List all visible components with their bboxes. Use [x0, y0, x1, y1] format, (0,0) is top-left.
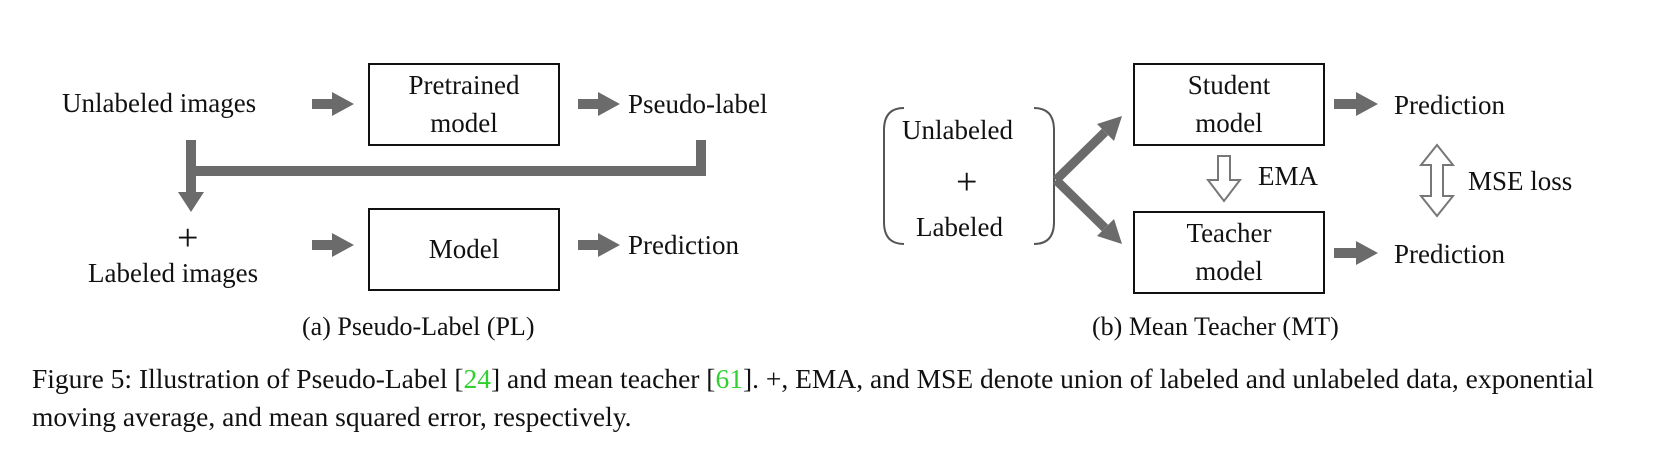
arrow-model-to-prediction [578, 233, 620, 257]
unlabeled-images-label: Unlabeled images [62, 88, 257, 118]
arrow-teacher-to-prediction [1334, 241, 1378, 265]
arrow-input-to-student [1052, 116, 1122, 184]
figure-caption: Figure 5: Illustration of Pseudo-Label [… [32, 360, 1642, 436]
mt-unlabeled-label: Unlabeled [902, 115, 1013, 145]
student-model-line2: model [1195, 107, 1263, 138]
arrow-unlabeled-to-pretrained [312, 92, 354, 116]
pretrained-model-box: Pretrained model [368, 63, 560, 146]
model-label: Model [428, 233, 500, 264]
pretrained-model-line1: Pretrained [408, 70, 520, 101]
arrow-input-to-teacher [1052, 176, 1122, 244]
union-plus-sign: + [177, 217, 199, 259]
mt-labeled-label: Labeled [916, 212, 1003, 242]
arrow-labeled-to-model [312, 233, 354, 257]
mse-double-arrow-icon [1418, 143, 1456, 218]
mean-teacher-subcaption: (b) Mean Teacher (MT) [1092, 312, 1339, 341]
citation-link-24[interactable]: 24 [463, 363, 492, 394]
teacher-model-box: Teacher model [1133, 211, 1325, 294]
teacher-model-line1: Teacher [1186, 218, 1272, 249]
input-bracket-right [1033, 107, 1055, 245]
student-model-line1: Student [1187, 70, 1271, 101]
caption-suffix: ]. +, EMA, and MSE denote union of label… [32, 363, 1594, 432]
arrow-student-to-prediction [1334, 92, 1378, 116]
student-prediction-label: Prediction [1394, 90, 1505, 120]
pseudo-label-subcaption: (a) Pseudo-Label (PL) [302, 312, 535, 341]
input-bracket-left [883, 107, 905, 245]
teacher-model-line2: model [1195, 255, 1263, 286]
teacher-prediction-label: Prediction [1394, 239, 1505, 269]
mse-loss-label: MSE loss [1468, 166, 1573, 196]
pl-prediction-label: Prediction [628, 230, 739, 260]
labeled-images-label: Labeled images [88, 258, 259, 288]
arrow-pretrained-to-pseudo [578, 92, 620, 116]
ema-label: EMA [1258, 161, 1318, 191]
pseudo-label-text: Pseudo-label [628, 89, 768, 119]
model-box: Model [368, 208, 560, 291]
pseudo-label-feedback-connector [178, 140, 706, 212]
ema-arrow-icon [1205, 155, 1243, 203]
citation-link-61[interactable]: 61 [715, 363, 743, 394]
caption-middle: ] and mean teacher [ [491, 363, 716, 394]
student-model-box: Student model [1133, 63, 1325, 146]
pretrained-model-line2: model [430, 107, 498, 138]
caption-prefix: Figure 5: Illustration of Pseudo-Label [ [32, 363, 464, 394]
mt-union-plus-sign: + [956, 161, 978, 203]
